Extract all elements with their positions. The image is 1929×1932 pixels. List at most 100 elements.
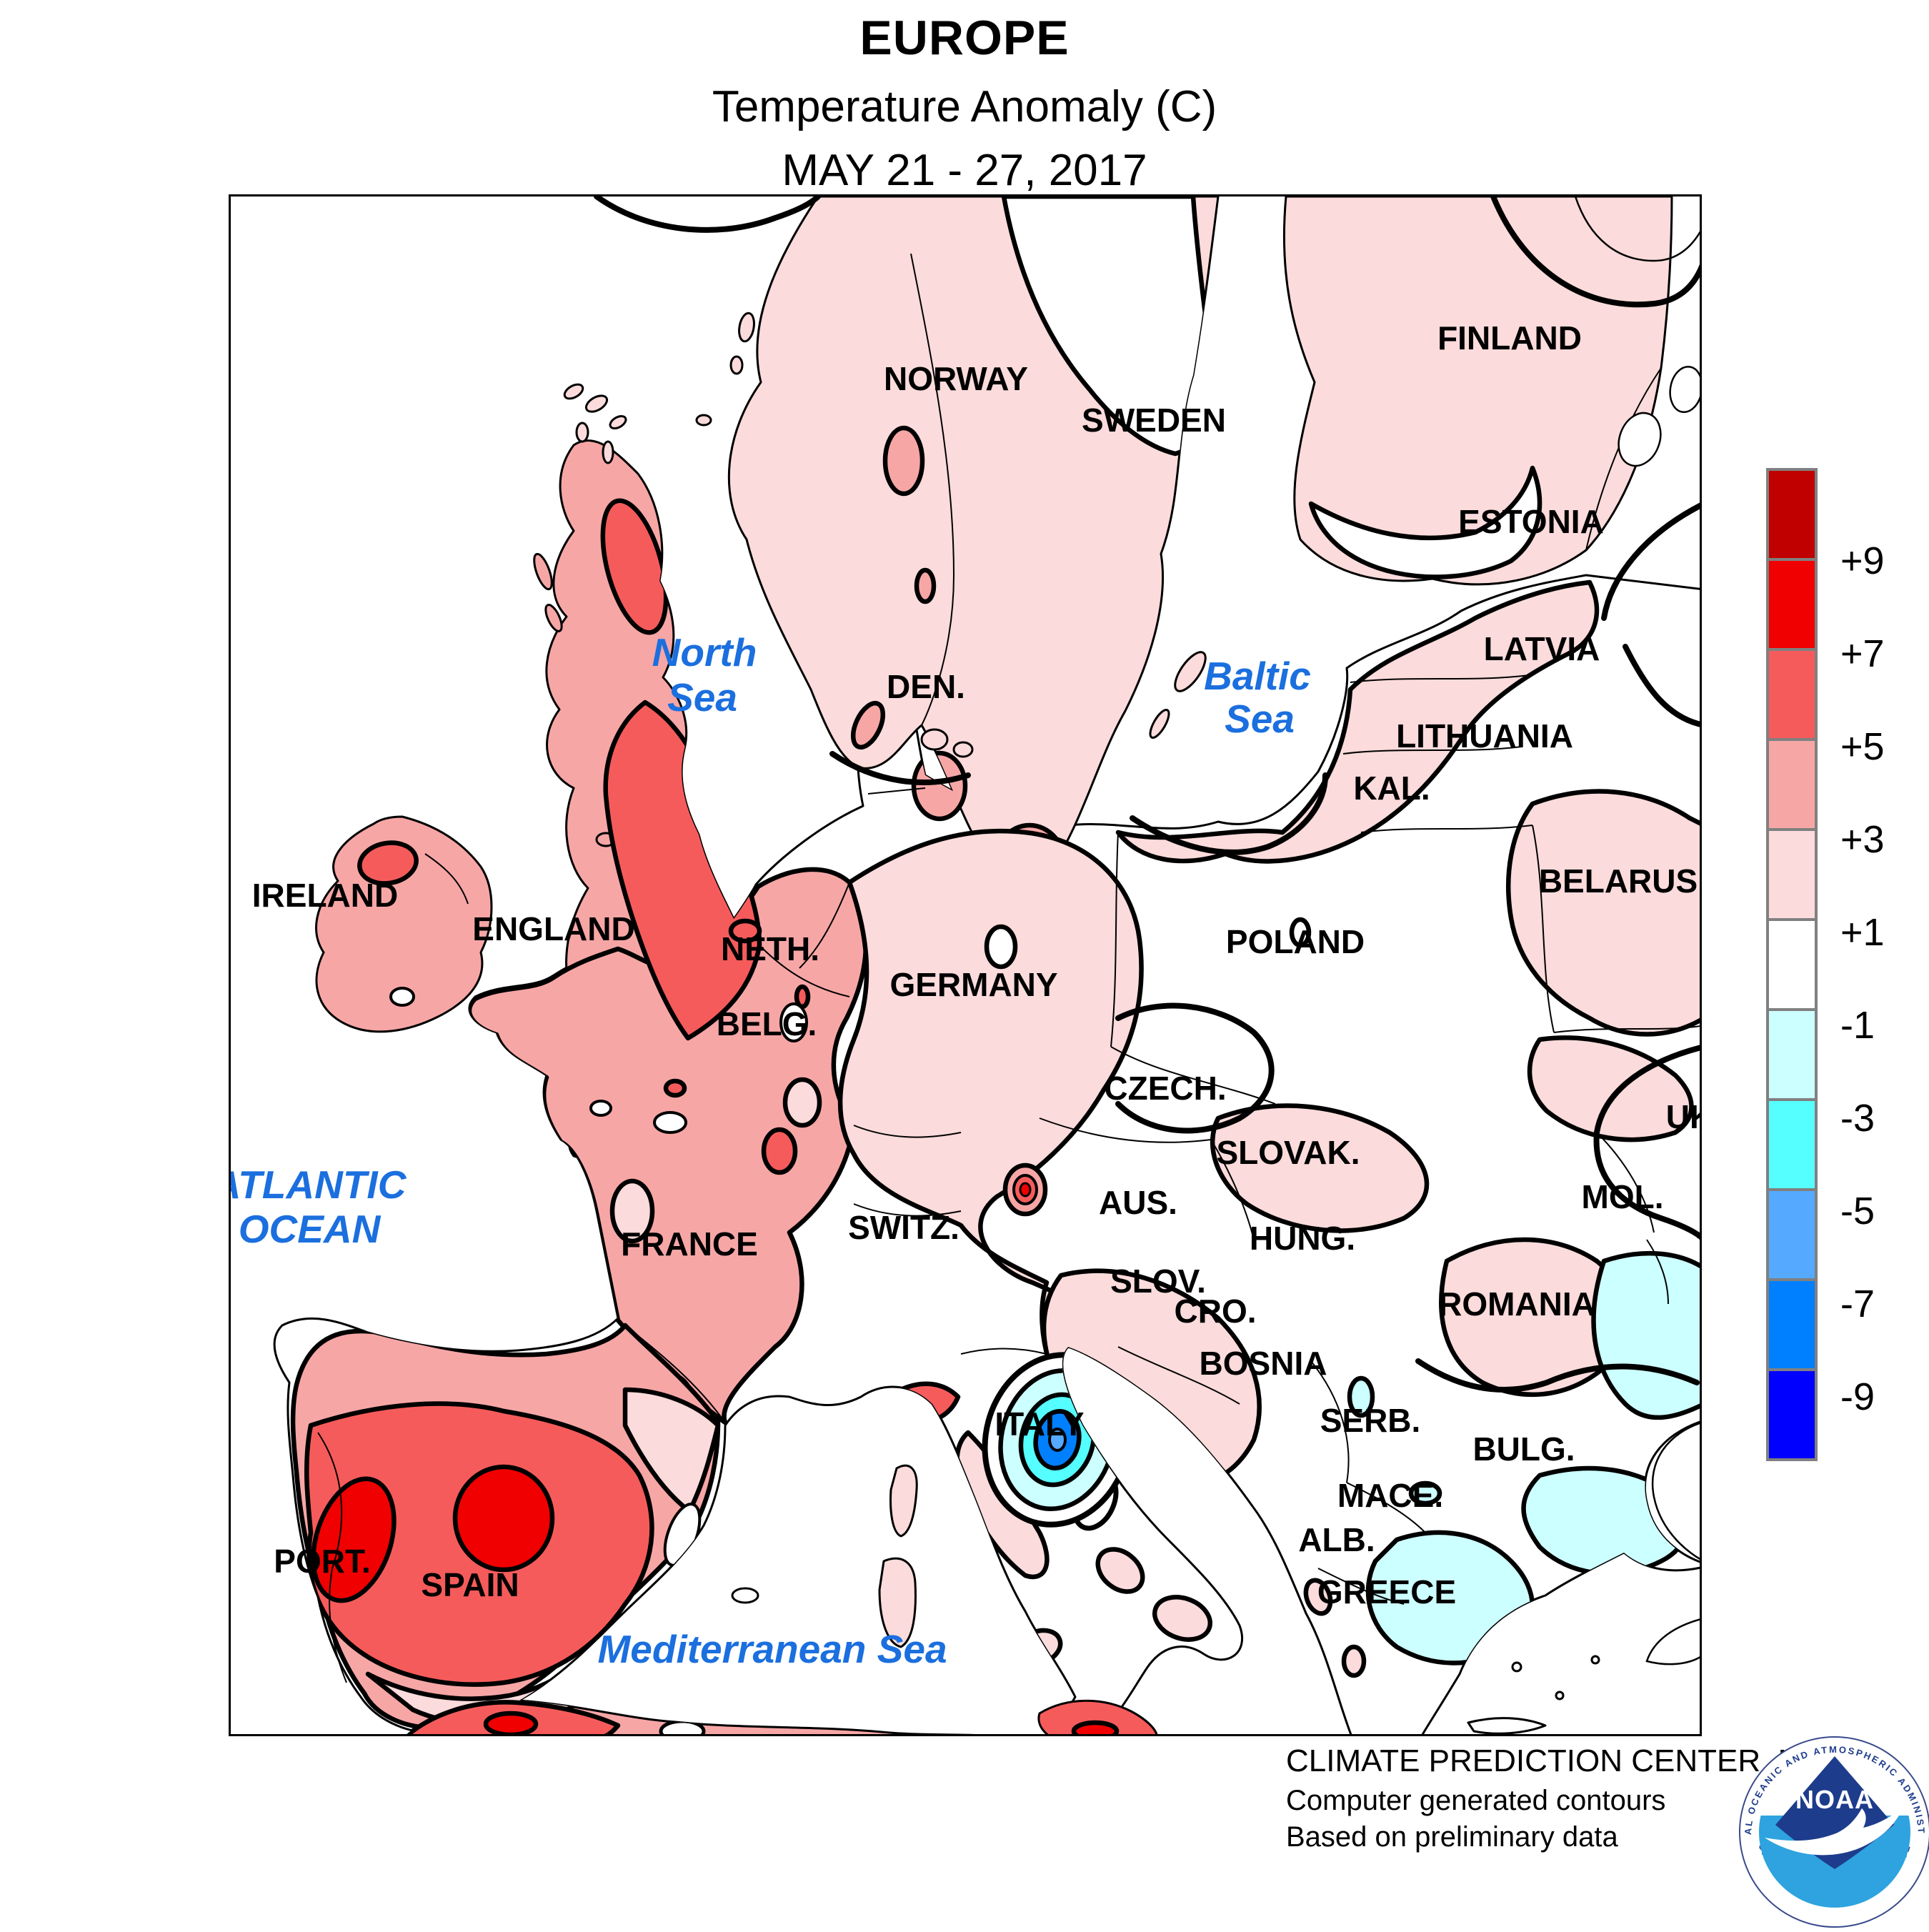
legend-cell-5	[1766, 918, 1818, 1011]
country-label-bosnia: BOSNIA	[1199, 1345, 1327, 1382]
legend-cell-9	[1766, 1278, 1818, 1371]
legend-label-+7: +7	[1840, 632, 1885, 675]
island	[695, 414, 712, 427]
island	[1511, 1661, 1522, 1673]
country-label-port: PORT.	[274, 1543, 371, 1580]
legend-label--9: -9	[1840, 1375, 1875, 1418]
country-label-germany: GERMANY	[889, 966, 1058, 1003]
legend-cell-7	[1766, 1098, 1818, 1191]
warm-blob	[914, 567, 937, 604]
sicily-land	[1037, 1699, 1158, 1734]
thick-contours	[594, 196, 1700, 1393]
neutral-hole	[779, 1002, 808, 1042]
border	[1210, 1139, 1255, 1240]
warm-blob	[483, 1711, 539, 1734]
border	[424, 853, 469, 905]
border	[1110, 1046, 1276, 1105]
country-label-slov: SLOV.	[1110, 1263, 1206, 1300]
country-label-alb: ALB.	[1298, 1521, 1375, 1558]
border	[1646, 1239, 1669, 1305]
country-label-bulg: BULG.	[1472, 1430, 1575, 1468]
country-label-neth: NETH.	[721, 930, 819, 967]
border	[853, 1203, 962, 1217]
country-borders	[317, 253, 1700, 1683]
contour-arc	[1623, 644, 1700, 727]
sea-label-mediterranean-sea: Mediterranean Sea	[597, 1627, 947, 1671]
border	[1596, 1132, 1655, 1233]
country-label-den: DEN.	[887, 668, 965, 705]
border	[1317, 1568, 1405, 1605]
contour-arc	[829, 751, 971, 785]
border	[1039, 1117, 1212, 1143]
legend-label--5: -5	[1840, 1190, 1875, 1233]
island	[609, 414, 627, 430]
country-label-slovak: SLOVAK.	[1216, 1134, 1360, 1171]
contour-arc	[1115, 1002, 1275, 1134]
warm-blob	[882, 425, 925, 497]
region-baltic-band	[1115, 579, 1600, 864]
lighter-blob	[1095, 1547, 1145, 1594]
region-iberia-ne	[622, 1387, 721, 1514]
region-se-poland	[1527, 1035, 1694, 1142]
neutral-hole	[389, 987, 415, 1007]
border	[1346, 1482, 1426, 1533]
region-portugal-plus7	[311, 1476, 397, 1603]
bullseye-core	[1019, 1182, 1032, 1197]
alps-hot-bullseye	[1002, 1162, 1048, 1217]
coastline	[1574, 196, 1700, 262]
cold-blob	[1408, 1480, 1442, 1506]
sea-label-sea: Sea	[667, 675, 737, 719]
country-label-aus: AUS.	[1099, 1184, 1177, 1221]
island	[1174, 651, 1207, 692]
map-label-layer: NORWAY SWEDEN FINLAND ESTONIA LATVIA LITHUANI…	[231, 196, 1700, 1734]
border	[910, 253, 955, 726]
country-label-greece: GREECE	[1317, 1573, 1457, 1610]
country-label-lithuania: LITHUANIA	[1396, 717, 1573, 755]
border	[1585, 367, 1662, 551]
island	[602, 440, 614, 464]
warm-blob	[850, 700, 886, 750]
warm-blob	[357, 840, 419, 886]
country-label-belg: BELG.	[716, 1005, 817, 1042]
region-spain-plus7	[452, 1464, 555, 1573]
legend-label--7: -7	[1840, 1283, 1875, 1325]
contour-arc	[1601, 502, 1700, 621]
legend-cell-10	[1766, 1368, 1818, 1461]
border	[1360, 825, 1533, 833]
island	[563, 383, 584, 400]
legend-label-+3: +3	[1840, 818, 1885, 861]
lake	[1669, 366, 1700, 413]
country-label-hung: HUNG.	[1249, 1220, 1356, 1257]
seagull-icon	[1765, 1808, 1903, 1856]
border	[1110, 832, 1119, 1047]
lighter-blob	[1341, 1644, 1367, 1678]
country-label-finland: FINLAND	[1437, 319, 1582, 357]
country-label-ireland: IRELAND	[251, 877, 399, 914]
coast-details	[1574, 196, 1700, 1665]
border	[1350, 674, 1530, 683]
page-title: EUROPE	[859, 11, 1070, 65]
europe-anomaly-map	[273, 196, 1700, 1734]
contour-arc	[594, 196, 821, 233]
warm-blob	[663, 1078, 687, 1098]
cold-blob	[1347, 1375, 1375, 1418]
border	[960, 1348, 1047, 1355]
legend-cell-2	[1766, 648, 1818, 741]
date-range: MAY 21 - 27, 2017	[782, 146, 1147, 195]
logo-acronym: NOAA	[1795, 1785, 1874, 1814]
legend-cell-8	[1766, 1188, 1818, 1281]
island	[1555, 1690, 1565, 1701]
credit-method: Computer generated contours	[1286, 1785, 1666, 1816]
lighter-blob	[1303, 1578, 1333, 1616]
island	[584, 394, 609, 413]
anomaly-regions	[290, 196, 1700, 1734]
neutral-hole	[1289, 917, 1312, 948]
region-slovakia	[1210, 1103, 1430, 1233]
country-label-latvia: LATVIA	[1483, 630, 1600, 667]
border	[1117, 1346, 1240, 1405]
border	[1310, 1360, 1350, 1483]
legend-bar	[1766, 468, 1818, 1461]
legend-cell-1	[1766, 558, 1818, 651]
country-label-france: FRANCE	[621, 1225, 758, 1263]
